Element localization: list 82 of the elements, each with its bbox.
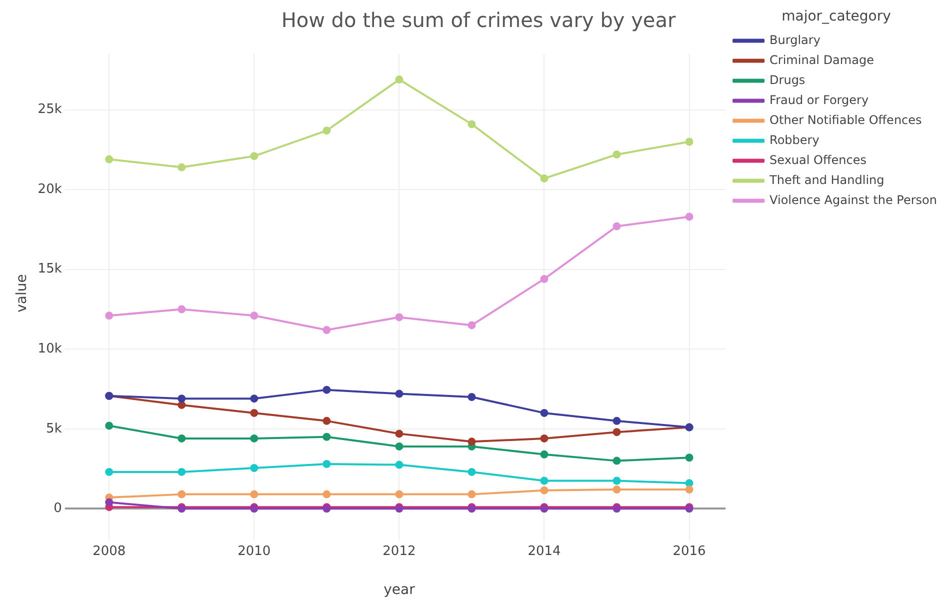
point — [250, 312, 258, 320]
point — [250, 394, 258, 403]
point — [322, 326, 331, 334]
point — [178, 163, 186, 172]
point — [540, 450, 548, 458]
point — [540, 476, 548, 485]
point — [612, 456, 621, 465]
point — [105, 468, 114, 476]
chart-title: How do the sum of crimes vary by year — [281, 8, 676, 32]
point — [322, 416, 331, 425]
legend-label: Burglary — [770, 32, 820, 47]
legend-label: Criminal Damage — [770, 52, 874, 67]
point — [540, 274, 548, 283]
legend-title: major_category — [782, 8, 891, 25]
point — [685, 212, 694, 221]
x-tick-label: 2014 — [528, 544, 561, 559]
point — [322, 126, 331, 135]
point — [540, 408, 548, 417]
point — [105, 498, 114, 506]
point — [612, 416, 621, 425]
point — [685, 138, 694, 146]
legend-label: Robbery — [770, 132, 820, 147]
point — [178, 394, 186, 403]
legend-label: Fraud or Forgery — [770, 92, 869, 107]
point — [178, 468, 186, 476]
point — [540, 486, 548, 494]
point — [250, 152, 258, 160]
point — [395, 490, 404, 498]
point — [468, 490, 476, 498]
point — [322, 490, 331, 498]
x-tick-label: 2010 — [238, 544, 271, 559]
point — [395, 390, 404, 398]
point — [685, 486, 694, 494]
y-tick-label: 10k — [38, 342, 62, 357]
legend-label: Sexual Offences — [770, 152, 866, 167]
point — [468, 321, 476, 330]
point — [395, 430, 404, 438]
point — [250, 490, 258, 498]
point — [612, 486, 621, 494]
point — [395, 76, 404, 84]
point — [105, 312, 114, 320]
point — [178, 400, 186, 409]
x-axis-title: year — [384, 582, 416, 598]
point — [468, 438, 476, 446]
legend-label: Violence Against the Person — [770, 192, 938, 207]
point — [395, 460, 404, 469]
point — [178, 490, 186, 498]
point — [105, 422, 114, 430]
point — [178, 305, 186, 314]
x-tick-label: 2016 — [672, 544, 706, 559]
point — [468, 468, 476, 476]
point — [105, 155, 114, 164]
point — [612, 428, 621, 436]
point — [395, 442, 404, 450]
y-tick-label: 15k — [38, 262, 62, 277]
y-axis-title: value — [14, 274, 30, 312]
point — [178, 434, 186, 442]
x-tick-label: 2008 — [92, 544, 126, 559]
point — [612, 476, 621, 485]
point — [250, 464, 258, 472]
point — [612, 150, 621, 159]
point — [250, 408, 258, 417]
point — [322, 432, 331, 441]
point — [612, 222, 621, 230]
y-tick-label: 5k — [46, 421, 62, 436]
point — [540, 174, 548, 182]
y-tick-label: 20k — [38, 182, 62, 197]
point — [322, 386, 331, 394]
point — [540, 434, 548, 442]
point — [468, 120, 476, 128]
point — [250, 434, 258, 442]
legend-label: Drugs — [770, 72, 806, 87]
point — [468, 392, 476, 401]
legend-label: Theft and Handling — [768, 172, 884, 187]
y-tick-label: 25k — [38, 102, 62, 118]
point — [685, 454, 694, 462]
x-tick-label: 2012 — [382, 544, 416, 559]
y-tick-label: 0 — [54, 501, 62, 516]
legend-label: Other Notifiable Offences — [770, 112, 922, 127]
point — [322, 460, 331, 468]
point — [395, 313, 404, 322]
point — [685, 479, 694, 488]
